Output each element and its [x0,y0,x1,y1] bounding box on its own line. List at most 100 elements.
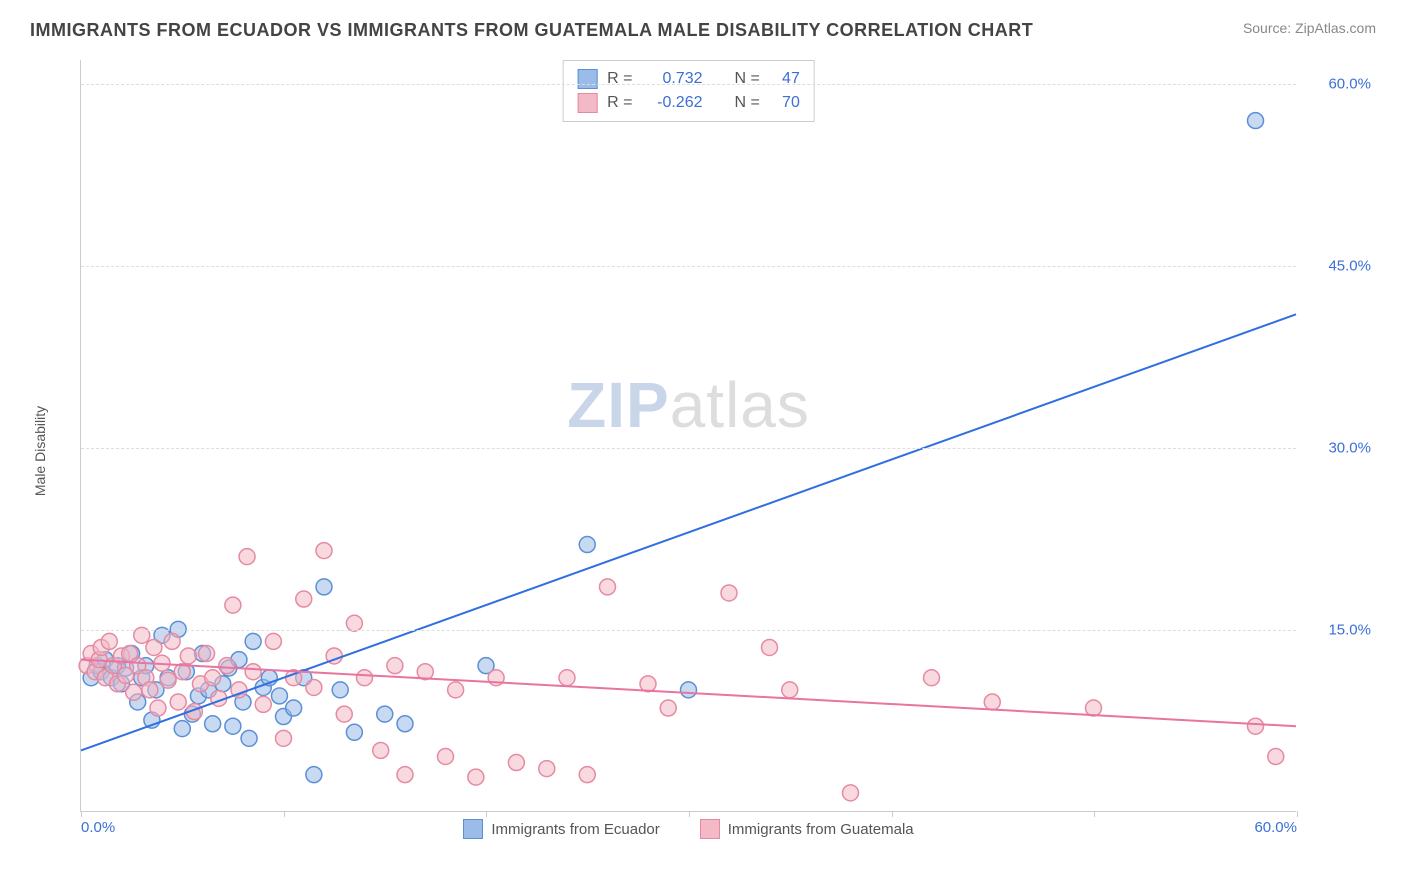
scatter-point [762,639,778,655]
scatter-point [306,767,322,783]
plot-svg [81,60,1296,811]
scatter-point [346,615,362,631]
y-tick-label: 30.0% [1328,440,1371,457]
stats-row: R = -0.262 N = 70 [577,91,800,115]
gridline [81,84,1296,85]
chart-source: Source: ZipAtlas.com [1243,20,1376,36]
stats-row: R = 0.732 N = 47 [577,67,800,91]
plot-region: ZIPatlas R =0.732N =47R =-0.262N =70 Imm… [80,60,1296,812]
scatter-point [245,664,261,680]
x-tick-label: 60.0% [1254,819,1297,836]
scatter-point [438,749,454,765]
legend-swatch [577,69,597,89]
scatter-point [336,706,352,722]
n-label: N = [735,70,760,88]
scatter-point [306,679,322,695]
scatter-point [559,670,575,686]
legend-swatch [463,819,483,839]
gridline [81,448,1296,449]
scatter-point [142,682,158,698]
x-tick-mark [1094,811,1095,817]
chart-area: Male Disability ZIPatlas R =0.732N =47R … [50,60,1376,842]
scatter-point [373,742,389,758]
scatter-point [225,597,241,613]
scatter-point [164,633,180,649]
legend-item: Immigrants from Guatemala [700,819,914,839]
scatter-point [239,549,255,565]
scatter-point [1248,718,1264,734]
scatter-point [255,696,271,712]
gridline [81,630,1296,631]
scatter-point [448,682,464,698]
scatter-point [241,730,257,746]
scatter-point [146,639,162,655]
scatter-point [286,700,302,716]
scatter-point [160,672,176,688]
legend-label: Immigrants from Ecuador [491,821,659,838]
scatter-point [1086,700,1102,716]
scatter-point [265,633,281,649]
x-tick-mark [284,811,285,817]
scatter-point [579,537,595,553]
scatter-point [332,682,348,698]
scatter-point [377,706,393,722]
scatter-point [150,700,166,716]
n-value: 47 [770,70,800,88]
scatter-point [170,694,186,710]
scatter-point [660,700,676,716]
scatter-point [984,694,1000,710]
n-label: N = [735,94,760,112]
x-tick-mark [1297,811,1298,817]
scatter-point [346,724,362,740]
scatter-point [468,769,484,785]
scatter-point [174,721,190,737]
scatter-point [579,767,595,783]
scatter-point [205,670,221,686]
scatter-point [316,543,332,559]
x-tick-mark [486,811,487,817]
x-tick-mark [81,811,82,817]
scatter-point [782,682,798,698]
scatter-point [843,785,859,801]
scatter-point [205,716,221,732]
scatter-point [1268,749,1284,765]
n-value: 70 [770,94,800,112]
legend-item: Immigrants from Ecuador [463,819,659,839]
x-tick-label: 0.0% [81,819,115,836]
scatter-point [397,716,413,732]
scatter-point [924,670,940,686]
scatter-point [126,684,142,700]
scatter-point [508,755,524,771]
scatter-point [225,718,241,734]
series-legend: Immigrants from Ecuador Immigrants from G… [81,819,1296,839]
legend-swatch [577,93,597,113]
y-tick-label: 60.0% [1328,76,1371,93]
scatter-point [357,670,373,686]
scatter-point [539,761,555,777]
scatter-point [180,648,196,664]
scatter-point [397,767,413,783]
legend-swatch [700,819,720,839]
scatter-point [681,682,697,698]
scatter-point [387,658,403,674]
scatter-point [271,688,287,704]
scatter-point [101,633,117,649]
stats-legend: R = 0.732 N = 47 R = -0.262 N = 70 [562,60,815,122]
scatter-point [219,658,235,674]
scatter-point [199,646,215,662]
r-label: R = [607,94,632,112]
y-tick-label: 15.0% [1328,622,1371,639]
scatter-point [296,591,312,607]
x-tick-mark [892,811,893,817]
y-tick-label: 45.0% [1328,258,1371,275]
scatter-point [721,585,737,601]
gridline [81,266,1296,267]
r-value: 0.732 [643,70,703,88]
r-label: R = [607,70,632,88]
r-value: -0.262 [643,94,703,112]
legend-label: Immigrants from Guatemala [728,821,914,838]
scatter-point [245,633,261,649]
scatter-point [600,579,616,595]
scatter-point [1248,113,1264,129]
chart-title: IMMIGRANTS FROM ECUADOR VS IMMIGRANTS FR… [30,20,1033,41]
